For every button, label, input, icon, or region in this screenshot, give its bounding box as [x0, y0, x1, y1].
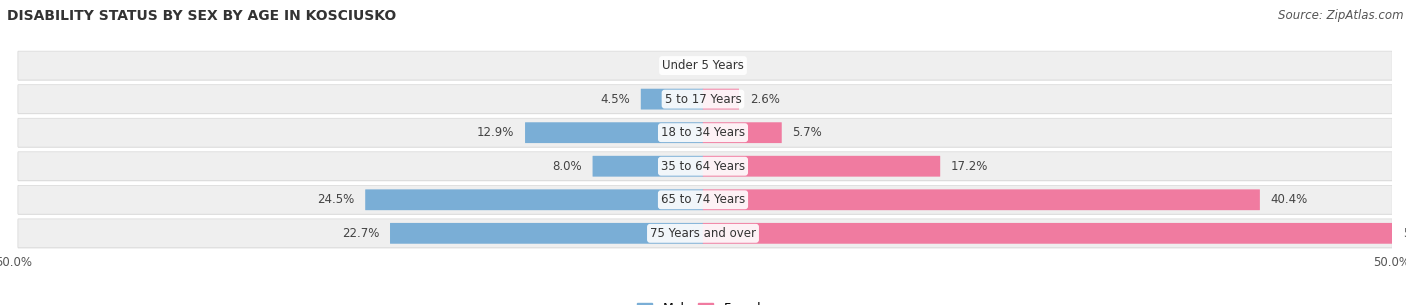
Text: 50.0%: 50.0% [1403, 227, 1406, 240]
FancyBboxPatch shape [703, 156, 941, 177]
FancyBboxPatch shape [641, 89, 703, 109]
Text: 12.9%: 12.9% [477, 126, 515, 139]
FancyBboxPatch shape [524, 122, 703, 143]
FancyBboxPatch shape [18, 85, 1392, 113]
FancyBboxPatch shape [703, 89, 740, 109]
FancyBboxPatch shape [18, 219, 1392, 248]
Text: DISABILITY STATUS BY SEX BY AGE IN KOSCIUSKO: DISABILITY STATUS BY SEX BY AGE IN KOSCI… [7, 9, 396, 23]
FancyBboxPatch shape [18, 186, 1392, 215]
Text: Under 5 Years: Under 5 Years [662, 59, 744, 72]
Text: 35 to 64 Years: 35 to 64 Years [661, 160, 745, 173]
Text: Source: ZipAtlas.com: Source: ZipAtlas.com [1278, 9, 1403, 22]
FancyBboxPatch shape [18, 220, 1392, 248]
FancyBboxPatch shape [18, 51, 1392, 80]
FancyBboxPatch shape [18, 185, 1392, 214]
Text: 40.4%: 40.4% [1271, 193, 1308, 206]
Text: 22.7%: 22.7% [342, 227, 380, 240]
FancyBboxPatch shape [592, 156, 703, 177]
FancyBboxPatch shape [703, 189, 1260, 210]
FancyBboxPatch shape [703, 122, 782, 143]
Legend: Male, Female: Male, Female [633, 297, 773, 305]
Text: 2.6%: 2.6% [749, 93, 780, 106]
Text: 0.0%: 0.0% [714, 59, 744, 72]
Text: 17.2%: 17.2% [950, 160, 988, 173]
Text: 18 to 34 Years: 18 to 34 Years [661, 126, 745, 139]
FancyBboxPatch shape [18, 152, 1392, 181]
Text: 5 to 17 Years: 5 to 17 Years [665, 93, 741, 106]
FancyBboxPatch shape [366, 189, 703, 210]
FancyBboxPatch shape [18, 119, 1392, 148]
FancyBboxPatch shape [389, 223, 703, 244]
Text: 0.0%: 0.0% [662, 59, 692, 72]
Text: 75 Years and over: 75 Years and over [650, 227, 756, 240]
Text: 4.5%: 4.5% [600, 93, 630, 106]
Text: 8.0%: 8.0% [553, 160, 582, 173]
FancyBboxPatch shape [18, 52, 1392, 81]
Text: 24.5%: 24.5% [318, 193, 354, 206]
FancyBboxPatch shape [18, 118, 1392, 147]
Text: 65 to 74 Years: 65 to 74 Years [661, 193, 745, 206]
Text: 5.7%: 5.7% [793, 126, 823, 139]
FancyBboxPatch shape [18, 152, 1392, 181]
FancyBboxPatch shape [703, 223, 1392, 244]
FancyBboxPatch shape [18, 85, 1392, 114]
